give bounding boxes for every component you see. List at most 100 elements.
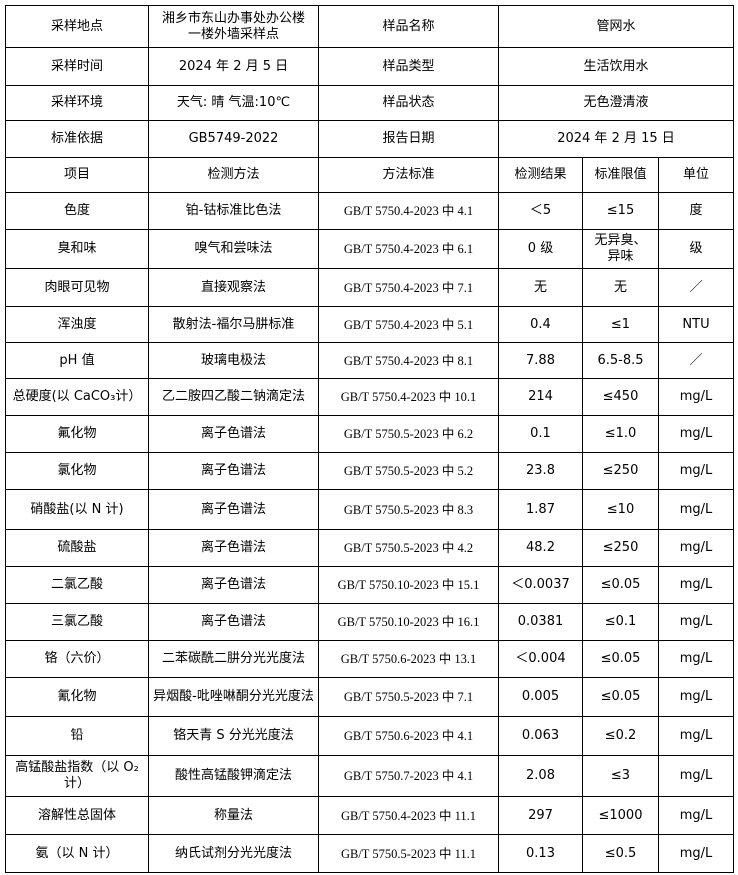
- table-cell: GB/T 5750.4-2023 中 8.1: [318, 342, 499, 379]
- column-header-row: 项目 检测方法 方法标准 检测结果 标准限值 单位: [5, 157, 734, 193]
- table-cell: ≤0.5: [582, 834, 659, 873]
- data-row: 硫酸盐 离子色谱法 GB/T 5750.5-2023 中 4.2 48.2 ≤250 mg…: [5, 529, 734, 567]
- table-cell: 214: [498, 378, 583, 416]
- table-cell: GB/T 5750.4-2023 中 6.1: [318, 229, 499, 269]
- table-cell: ／: [658, 268, 734, 307]
- table-cell: 0 级: [498, 229, 583, 269]
- table-cell: 0.005: [498, 677, 583, 717]
- table-cell: 铂-钴标准比色法: [148, 192, 319, 230]
- table-cell: 总硬度(以 CaCO₃计）: [5, 378, 149, 416]
- table-cell: mg/L: [658, 796, 734, 835]
- table-cell: 离子色谱法: [148, 489, 319, 530]
- table-cell: mg/L: [658, 755, 734, 797]
- table-cell: 级: [658, 229, 734, 269]
- data-row: 硝酸盐(以 N 计) 离子色谱法 GB/T 5750.5-2023 中 8.3 1.8…: [5, 489, 734, 530]
- info-label: 报告日期: [318, 120, 499, 158]
- table-cell: ≤0.05: [582, 566, 659, 604]
- table-cell: 氯化物: [5, 452, 149, 490]
- table-cell: 臭和味: [5, 229, 149, 269]
- table-cell: ≤0.2: [582, 716, 659, 756]
- info-value: 2024 年 2 月 5 日: [148, 47, 319, 86]
- table-cell: GB/T 5750.4-2023 中 5.1: [318, 306, 499, 343]
- table-cell: GB/T 5750.4-2023 中 11.1: [318, 796, 499, 835]
- table-cell: mg/L: [658, 677, 734, 717]
- info-row: 采样环境 天气: 晴 气温:10℃ 样品状态 无色澄清液: [5, 85, 734, 121]
- table-cell: 酸性高锰酸钾滴定法: [148, 755, 319, 797]
- table-cell: 散射法-福尔马肼标准: [148, 306, 319, 343]
- table-cell: mg/L: [658, 716, 734, 756]
- table-cell: 直接观察法: [148, 268, 319, 307]
- column-header: 方法标准: [318, 157, 499, 193]
- table-cell: 色度: [5, 192, 149, 230]
- table-cell: 23.8: [498, 452, 583, 490]
- table-cell: 硫酸盐: [5, 529, 149, 567]
- table-cell: GB/T 5750.4-2023 中 7.1: [318, 268, 499, 307]
- table-cell: 纳氏试剂分光光度法: [148, 834, 319, 873]
- table-cell: 6.5-8.5: [582, 342, 659, 379]
- column-header: 检测方法: [148, 157, 319, 193]
- table-cell: 铅: [5, 716, 149, 756]
- info-row: 标准依据 GB5749-2022 报告日期 2024 年 2 月 15 日: [5, 120, 734, 158]
- table-cell: 297: [498, 796, 583, 835]
- data-row: 氯化物 离子色谱法 GB/T 5750.5-2023 中 5.2 23.8 ≤250 mg…: [5, 452, 734, 490]
- table-cell: GB/T 5750.4-2023 中 10.1: [318, 378, 499, 416]
- table-cell: GB/T 5750.5-2023 中 5.2: [318, 452, 499, 490]
- table-cell: GB/T 5750.5-2023 中 11.1: [318, 834, 499, 873]
- table-cell: GB/T 5750.5-2023 中 8.3: [318, 489, 499, 530]
- table-cell: ≤250: [582, 452, 659, 490]
- data-row: 臭和味 嗅气和尝味法 GB/T 5750.4-2023 中 6.1 0 级无异臭、异味…: [5, 229, 734, 269]
- data-row: pH 值玻璃电极法 GB/T 5750.4-2023 中 8.1 7.88 6.5-8…: [5, 342, 734, 379]
- table-cell: ≤15: [582, 192, 659, 230]
- column-header: 检测结果: [498, 157, 583, 193]
- table-cell: 无异臭、异味: [582, 229, 659, 269]
- data-row: 三氯乙酸 离子色谱法 GB/T 5750.10-2023 中 16.1 0.0381 ≤…: [5, 603, 734, 641]
- table-cell: ≤1000: [582, 796, 659, 835]
- table-cell: ／: [658, 342, 734, 379]
- data-row: 溶解性总固体 称量法 GB/T 5750.4-2023 中 11.1 297 ≤1000…: [5, 796, 734, 835]
- table-cell: 1.87: [498, 489, 583, 530]
- info-label: 样品名称: [318, 5, 499, 48]
- table-cell: 高锰酸盐指数（以 O₂计）: [5, 755, 149, 797]
- info-label: 样品状态: [318, 85, 499, 121]
- table-cell: ＜0.004: [498, 640, 583, 678]
- table-cell: GB/T 5750.10-2023 中 16.1: [318, 603, 499, 641]
- table-cell: 异烟酸-吡唑啉酮分光光度法: [148, 677, 319, 717]
- data-row: 浑浊度 散射法-福尔马肼标准 GB/T 5750.4-2023 中 5.1 0.4 ≤1…: [5, 306, 734, 343]
- table-cell: 0.063: [498, 716, 583, 756]
- info-row: 采样时间 2024 年 2 月 5 日样品类型 生活饮用水: [5, 47, 734, 86]
- info-value: 天气: 晴 气温:10℃: [148, 85, 319, 121]
- table-cell: 0.1: [498, 415, 583, 453]
- table-cell: mg/L: [658, 415, 734, 453]
- info-value: 湘乡市东山办事处办公楼一楼外墙采样点: [148, 5, 319, 48]
- table-cell: mg/L: [658, 566, 734, 604]
- table-cell: GB/T 5750.6-2023 中 13.1: [318, 640, 499, 678]
- table-cell: ＜5: [498, 192, 583, 230]
- data-row: 氰化物 异烟酸-吡唑啉酮分光光度法 GB/T 5750.5-2023 中 7.1 0.…: [5, 677, 734, 717]
- table-cell: ≤0.05: [582, 677, 659, 717]
- table-cell: GB/T 5750.6-2023 中 4.1: [318, 716, 499, 756]
- table-cell: 7.88: [498, 342, 583, 379]
- info-value: GB5749-2022: [148, 120, 319, 158]
- table-cell: GB/T 5750.5-2023 中 7.1: [318, 677, 499, 717]
- table-cell: 48.2: [498, 529, 583, 567]
- column-header: 单位: [658, 157, 734, 193]
- table-cell: 肉眼可见物: [5, 268, 149, 307]
- table-cell: 0.13: [498, 834, 583, 873]
- table-cell: 氟化物: [5, 415, 149, 453]
- data-row: 氨（以 N 计） 纳氏试剂分光光度法 GB/T 5750.5-2023 中 11.1…: [5, 834, 734, 873]
- table-cell: 0.4: [498, 306, 583, 343]
- table-cell: ≤250: [582, 529, 659, 567]
- data-row: 氟化物 离子色谱法 GB/T 5750.5-2023 中 6.2 0.1 ≤1.0 mg/…: [5, 415, 734, 453]
- table-cell: 度: [658, 192, 734, 230]
- info-value: 2024 年 2 月 15 日: [498, 120, 734, 158]
- table-cell: ≤3: [582, 755, 659, 797]
- table-cell: 三氯乙酸: [5, 603, 149, 641]
- info-value: 无色澄清液: [498, 85, 734, 121]
- table-cell: 溶解性总固体: [5, 796, 149, 835]
- table-cell: GB/T 5750.5-2023 中 4.2: [318, 529, 499, 567]
- table-cell: 称量法: [148, 796, 319, 835]
- column-header: 项目: [5, 157, 149, 193]
- table-cell: 二氯乙酸: [5, 566, 149, 604]
- table-cell: ≤1: [582, 306, 659, 343]
- table-cell: mg/L: [658, 452, 734, 490]
